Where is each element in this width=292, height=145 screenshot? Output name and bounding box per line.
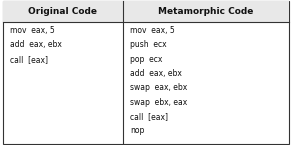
Text: Metamorphic Code: Metamorphic Code bbox=[158, 7, 253, 16]
Bar bbox=[123, 1, 289, 22]
Bar bbox=[3, 1, 123, 22]
Text: swap  ebx, eax: swap ebx, eax bbox=[130, 98, 187, 107]
Text: call  [eax]: call [eax] bbox=[10, 55, 48, 64]
Text: add  eax, ebx: add eax, ebx bbox=[10, 40, 62, 49]
Text: push  ecx: push ecx bbox=[130, 40, 166, 49]
Text: pop  ecx: pop ecx bbox=[130, 55, 162, 64]
Text: call  [eax]: call [eax] bbox=[130, 112, 168, 121]
Text: swap  eax, ebx: swap eax, ebx bbox=[130, 83, 187, 92]
Text: mov  eax, 5: mov eax, 5 bbox=[10, 26, 55, 35]
Text: add  eax, ebx: add eax, ebx bbox=[130, 69, 182, 78]
Text: Original Code: Original Code bbox=[28, 7, 97, 16]
Text: nop: nop bbox=[130, 126, 144, 135]
Text: mov  eax, 5: mov eax, 5 bbox=[130, 26, 175, 35]
